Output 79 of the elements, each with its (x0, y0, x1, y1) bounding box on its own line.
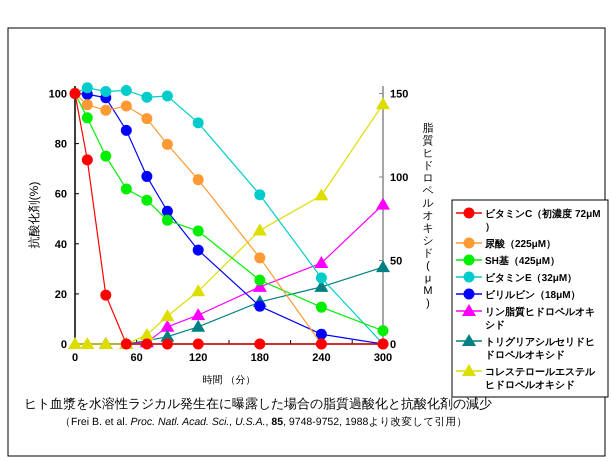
y-tick-label: 100 (48, 88, 67, 101)
point (378, 325, 388, 336)
point (376, 97, 390, 110)
point (100, 150, 112, 162)
x-tick-label: 0 (72, 352, 78, 364)
point (314, 256, 328, 268)
point (376, 198, 390, 210)
y-tick-label: 40 (54, 238, 67, 251)
point (100, 104, 112, 116)
point (314, 188, 328, 200)
point (254, 338, 266, 350)
point (192, 174, 204, 186)
point (100, 86, 112, 98)
point (120, 85, 132, 96)
point (252, 223, 267, 236)
point (254, 274, 266, 286)
y-tick-label: 0 (60, 339, 67, 351)
point (82, 154, 93, 166)
point (254, 189, 266, 200)
legend-label: トリグリアシルセリドヒドロペルオキシド (485, 336, 595, 361)
point (162, 338, 173, 350)
y-tick-label: 80 (54, 138, 67, 151)
point (316, 328, 327, 340)
text: （Frei B. et al. Proc. Natl. Acad. Sci., U.S.A., 85, 9748-9752, 1988より改変して引用） (60, 415, 468, 428)
legend-label: ビタミンC（初濃度 72μM） (485, 208, 601, 233)
x-tick-label: 120 (189, 352, 208, 364)
text: 脂質ヒドロペルオキシド(μM) (422, 122, 434, 310)
legend-label: SH基（425μM） (485, 255, 560, 267)
point (160, 309, 174, 322)
x-tick-label: 180 (250, 352, 269, 364)
point (141, 113, 152, 124)
point (192, 117, 204, 128)
point (140, 328, 154, 340)
point (120, 124, 132, 136)
x-tick-label: 60 (130, 352, 143, 364)
point (191, 284, 206, 296)
point (82, 82, 93, 94)
point (120, 183, 132, 194)
point (80, 337, 94, 349)
y-axis-title: 抗酸化剤(%) (27, 182, 41, 248)
y2-tick-label: 150 (390, 88, 408, 101)
legend-label: ビリルビン（18μM） (485, 289, 581, 301)
point (316, 272, 327, 284)
point (160, 320, 174, 332)
point (162, 90, 173, 102)
point (120, 100, 132, 112)
point (192, 244, 204, 256)
point (82, 99, 93, 110)
y2-tick-label: 50 (390, 256, 402, 268)
point (254, 252, 266, 264)
x-tick-label: 300 (374, 352, 392, 364)
x-tick-label: 240 (312, 352, 331, 364)
y-tick-label: 20 (54, 288, 67, 301)
point (162, 138, 173, 150)
point (141, 92, 152, 103)
point (316, 302, 327, 313)
point (68, 337, 82, 349)
point (254, 300, 266, 312)
point (376, 260, 390, 272)
point (162, 214, 173, 226)
legend-label: リン脂質ヒドロペルオキシド (485, 306, 595, 331)
point (100, 290, 112, 301)
point (82, 112, 93, 124)
legend-label: 尿酸（225μM） (484, 238, 556, 250)
y2-tick-label: 0 (390, 339, 396, 351)
text: ヒト血漿を水溶性ラジカル発生在に曝露した場合の脂質過酸化と抗酸化剤の減少 (24, 396, 492, 411)
point (192, 338, 204, 350)
point (141, 338, 152, 350)
point (191, 320, 206, 332)
point (191, 308, 206, 320)
point (162, 206, 173, 217)
y2-tick-label: 100 (390, 172, 408, 184)
point (141, 170, 152, 182)
legend-label: ビタミンE（32μM） (485, 272, 578, 284)
x-axis-title: 時間 （分） (202, 374, 256, 386)
y-tick-label: 60 (54, 188, 67, 201)
legend-label: コレステロールエステルヒドロペルオキシド (485, 367, 596, 391)
point (141, 194, 152, 206)
point (192, 226, 204, 237)
